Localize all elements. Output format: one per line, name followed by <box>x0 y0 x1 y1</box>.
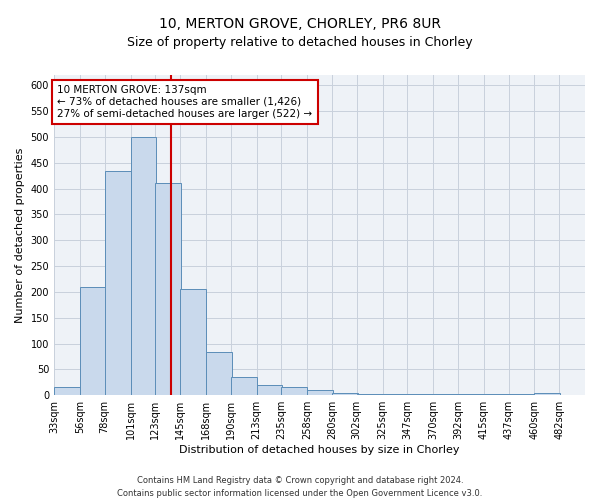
Bar <box>80 287 106 395</box>
Bar <box>307 390 333 395</box>
Y-axis label: Number of detached properties: Number of detached properties <box>15 148 25 323</box>
Bar <box>383 394 409 395</box>
Bar <box>281 387 307 395</box>
Bar <box>180 290 206 395</box>
Bar <box>206 352 232 395</box>
Bar <box>535 392 560 395</box>
Bar <box>484 394 509 395</box>
Text: Contains HM Land Registry data © Crown copyright and database right 2024.
Contai: Contains HM Land Registry data © Crown c… <box>118 476 482 498</box>
X-axis label: Distribution of detached houses by size in Chorley: Distribution of detached houses by size … <box>179 445 460 455</box>
Bar <box>433 394 459 395</box>
Bar <box>230 377 257 395</box>
Bar <box>509 394 535 395</box>
Bar <box>104 170 131 395</box>
Text: Size of property relative to detached houses in Chorley: Size of property relative to detached ho… <box>127 36 473 49</box>
Bar <box>54 388 80 395</box>
Bar <box>407 394 433 395</box>
Bar <box>155 184 181 395</box>
Bar <box>257 385 283 395</box>
Bar <box>131 137 157 395</box>
Bar <box>332 392 358 395</box>
Bar <box>458 394 484 395</box>
Text: 10, MERTON GROVE, CHORLEY, PR6 8UR: 10, MERTON GROVE, CHORLEY, PR6 8UR <box>159 18 441 32</box>
Bar <box>356 394 383 395</box>
Text: 10 MERTON GROVE: 137sqm
← 73% of detached houses are smaller (1,426)
27% of semi: 10 MERTON GROVE: 137sqm ← 73% of detache… <box>58 86 313 118</box>
